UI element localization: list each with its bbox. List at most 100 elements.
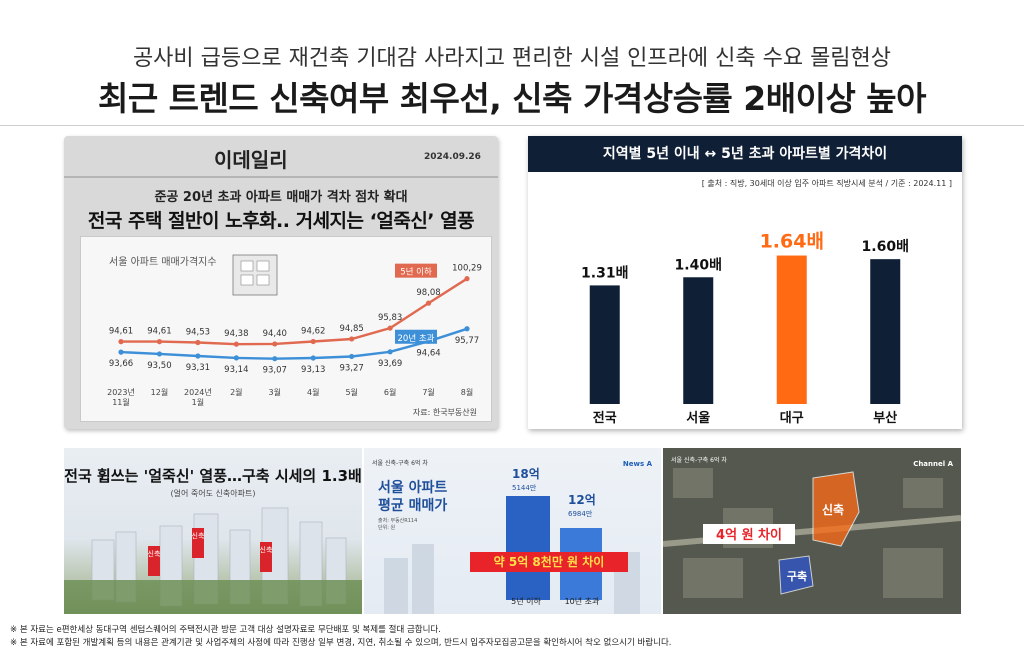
data-label: 93,31 bbox=[186, 363, 210, 373]
legend-tag bbox=[395, 329, 437, 344]
x-tick-label: 3월 bbox=[269, 387, 281, 397]
category-label: 서울 bbox=[686, 410, 710, 426]
data-point bbox=[272, 341, 278, 347]
data-label: 93,07 bbox=[263, 366, 287, 376]
data-point bbox=[233, 355, 239, 361]
data-label: 93,66 bbox=[109, 359, 133, 369]
data-point bbox=[387, 349, 393, 355]
difference-banner bbox=[470, 552, 628, 572]
data-point bbox=[118, 339, 124, 345]
photo-aerial-map: 서울 신축-구축 6억 차 Channel A 신축 구축 4억 원 차이 bbox=[663, 448, 961, 614]
apartment-skyline-graphic: 신축 신축 신축 bbox=[64, 507, 362, 614]
footnote-1: ※ 본 자료는 e편한세상 동대구역 센텀스퀘어의 주택전시관 방문 고객 대상… bbox=[10, 625, 441, 635]
x-tick-label: 2024년 bbox=[184, 387, 212, 397]
bar-chart-source: [ 출처 : 직방, 30세대 이상 입주 아파트 직방시세 분석 / 기준 :… bbox=[701, 179, 952, 188]
bar-value-label: 1.40배 bbox=[675, 257, 722, 273]
channel-logo: Channel A bbox=[913, 460, 953, 468]
price1-small: 5144만 bbox=[512, 483, 537, 492]
data-label: 93,14 bbox=[224, 365, 248, 375]
category-label: 부산 bbox=[873, 410, 897, 426]
news-headline: 전국 주택 절반이 노후화.. 거세지는 ‘얼죽신’ 열풍 bbox=[87, 210, 475, 232]
page-subtitle: 공사비 급등으로 재건축 기대감 사라지고 편리한 시설 인프라에 신축 수요 … bbox=[132, 46, 892, 71]
header-divider bbox=[0, 125, 1024, 126]
category-label: 전국 bbox=[593, 410, 617, 426]
photo1-subtitle: (얼어 죽어도 신축아파트) bbox=[170, 489, 256, 498]
photo2-meta2: 단위: 원 bbox=[378, 524, 395, 531]
news-card: 이데일리 2024.09.26 준공 20년 초과 아파트 매매가 격차 점차 … bbox=[64, 136, 498, 429]
photo2-tag: 서울 신축-구축 6억 차 bbox=[372, 459, 428, 467]
data-point bbox=[464, 276, 470, 282]
line-chart-source: 자료: 한국부동산원 bbox=[413, 407, 477, 417]
photo2-title1: 서울 아파트 bbox=[378, 479, 447, 496]
data-label: 93,13 bbox=[301, 365, 325, 375]
data-label: 94,64 bbox=[416, 348, 440, 358]
data-point bbox=[349, 336, 355, 342]
data-label: 95,77 bbox=[455, 336, 479, 346]
bar-value-label: 1.60배 bbox=[862, 239, 909, 255]
old-complex-area bbox=[778, 555, 814, 595]
data-label: 98,08 bbox=[416, 288, 440, 298]
bar-value-label: 1.31배 bbox=[581, 265, 628, 281]
label-under-5: 5년 이하 bbox=[511, 596, 541, 606]
data-point bbox=[156, 351, 163, 357]
new-building-signs: 신축 신축 신축 bbox=[148, 528, 273, 576]
building-blocks-illustration bbox=[232, 254, 278, 296]
bar-1 bbox=[589, 285, 620, 404]
line-chart-title: 서울 아파트 매매가격지수 bbox=[109, 255, 217, 268]
legend-tag bbox=[395, 263, 437, 278]
price1-big: 18억 bbox=[512, 467, 540, 481]
data-point bbox=[156, 339, 163, 345]
photo-apartments: 전국 휩쓰는 '얼죽신' 열풍…구축 시세의 1.3배 (얼어 죽어도 신축아파… bbox=[64, 448, 362, 614]
price2-big: 12억 bbox=[568, 493, 596, 507]
category-label: 대구 bbox=[780, 411, 804, 426]
news-date: 2024.09.26 bbox=[424, 152, 481, 162]
x-tick-label: 1월 bbox=[192, 397, 204, 407]
data-label: 94,40 bbox=[263, 329, 287, 339]
data-point bbox=[310, 355, 316, 361]
price-comparison-graphic: 서울 신축-구축 6억 차 News A 서울 아파트 평균 매매가 출처: 부… bbox=[372, 459, 653, 614]
data-point bbox=[195, 339, 201, 346]
bar-2 bbox=[683, 277, 714, 404]
line-chart-panel: 서울 아파트 매매가격지수 94,61 94,61 94,53 94,38 94,40 9… bbox=[80, 236, 492, 422]
legend-label: 20년 초과 bbox=[398, 333, 435, 344]
data-label: 100,29 bbox=[452, 264, 482, 274]
bar-value-label: 1.64배 bbox=[760, 231, 824, 253]
new-label: 신축 bbox=[822, 502, 844, 517]
data-point bbox=[195, 353, 201, 359]
page-title: 최근 트렌드 신축여부 최우선, 신축 가격상승률 2배이상 높아 bbox=[97, 79, 927, 118]
data-label: 94,38 bbox=[224, 329, 248, 339]
series-line-1 bbox=[121, 277, 468, 346]
sign-label: 신축 bbox=[192, 531, 205, 540]
data-point bbox=[425, 300, 432, 306]
photo-news-graphic: 서울 신축-구축 6억 차 News A 서울 아파트 평균 매매가 출처: 부… bbox=[364, 448, 661, 614]
data-label: 94,53 bbox=[186, 327, 210, 337]
x-tick-label: 12월 bbox=[151, 387, 169, 397]
sign-label: 신축 bbox=[148, 549, 161, 558]
data-point bbox=[464, 326, 470, 332]
new-complex-area bbox=[812, 471, 860, 547]
difference-text: 약 5억 8천만 원 차이 bbox=[494, 554, 605, 569]
news-subheadline: 준공 20년 초과 아파트 매매가 격차 점차 확대 bbox=[154, 190, 408, 205]
legend-label: 5년 이하 bbox=[400, 267, 432, 278]
bar-chart-card: 지역별 5년 이내 ↔ 5년 초과 아파트별 가격차이 [ 출처 : 직방, 3… bbox=[528, 136, 962, 429]
data-point bbox=[118, 349, 124, 355]
data-point bbox=[349, 353, 355, 360]
bar-chart-header: 지역별 5년 이내 ↔ 5년 초과 아파트별 가격차이 bbox=[528, 136, 962, 172]
aerial-map-graphic: 서울 신축-구축 6억 차 Channel A 신축 구축 4억 원 차이 bbox=[663, 448, 961, 614]
data-label: 93,27 bbox=[339, 363, 363, 373]
news-brand: 이데일리 bbox=[214, 148, 288, 172]
photo1-title: 전국 휩쓰는 '얼죽신' 열풍…구축 시세의 1.3배 bbox=[64, 467, 362, 485]
old-label: 구축 bbox=[787, 569, 807, 583]
data-label: 94,62 bbox=[301, 327, 325, 337]
bar-4 bbox=[870, 259, 901, 404]
tall-building bbox=[506, 496, 550, 600]
photo2-title2: 평균 매매가 bbox=[378, 497, 447, 514]
x-tick-label: 7월 bbox=[422, 387, 434, 397]
photo2-meta1: 출처: 부동산R114 bbox=[378, 517, 417, 524]
data-label: 94,61 bbox=[109, 327, 133, 337]
x-tick-label: 2023년 bbox=[107, 387, 135, 397]
data-point bbox=[233, 341, 239, 347]
line-chart: 서울 아파트 매매가격지수 94,61 94,61 94,53 94,38 94,40 9… bbox=[107, 254, 482, 417]
difference-text: 4억 원 차이 bbox=[716, 527, 782, 543]
